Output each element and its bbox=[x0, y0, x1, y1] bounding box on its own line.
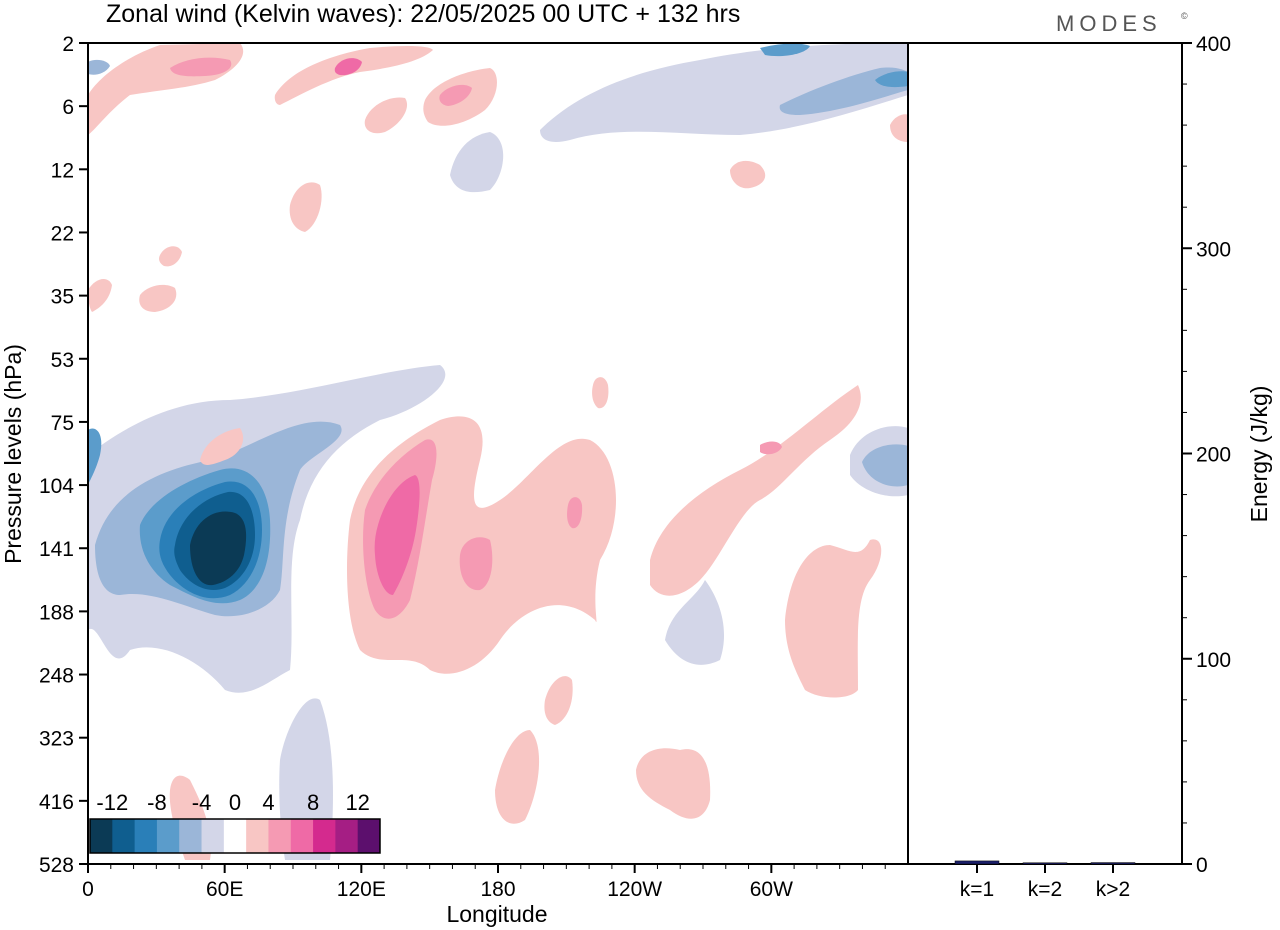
contour-neg-west-edge bbox=[88, 428, 102, 485]
y-tick-label: 528 bbox=[39, 854, 74, 877]
contour-pos-east-dot bbox=[760, 441, 782, 455]
category-label: k=1 bbox=[960, 878, 994, 901]
contour-neg-top-inner bbox=[760, 43, 810, 57]
contour-pos-mid-dot bbox=[567, 497, 583, 529]
colorbar-swatch bbox=[179, 819, 203, 853]
colorbar-tick-label: -8 bbox=[147, 790, 167, 815]
contour-pos-upper-small bbox=[364, 97, 408, 134]
colorbar-tick-label: 4 bbox=[262, 790, 274, 815]
category-label: k>2 bbox=[1096, 878, 1130, 901]
energy-axis-label: Energy (J/kg) bbox=[1246, 386, 1272, 523]
colorbar-tick-label: -4 bbox=[192, 790, 212, 815]
y-tick-label: 22 bbox=[51, 222, 74, 245]
energy-bars: k=1 k=2 k>2 bbox=[954, 860, 1136, 901]
contour-pos-main-core bbox=[374, 475, 420, 595]
colorbar-tick-label: -12 bbox=[96, 790, 128, 815]
contour-pos-east-band bbox=[650, 385, 861, 596]
contour-pos-east-edge bbox=[890, 114, 908, 142]
colorbar-tick-label: 8 bbox=[307, 790, 319, 815]
energy-tick-label: 400 bbox=[1196, 33, 1231, 56]
contour-pos-top-outer bbox=[88, 43, 244, 135]
y-tick-label: 35 bbox=[51, 286, 74, 309]
colorbar: -12 -8 -4 0 4 8 12 bbox=[89, 790, 381, 854]
x-tick-label: 120E bbox=[337, 878, 386, 901]
y-tick-label: 188 bbox=[39, 601, 74, 624]
y-tick-label: 104 bbox=[39, 475, 74, 498]
contour-neg-midwest bbox=[665, 580, 725, 665]
colorbar-swatch bbox=[246, 819, 269, 853]
brand-mark: © bbox=[1181, 11, 1188, 21]
category-label: k=2 bbox=[1028, 878, 1062, 901]
colorbar-swatch bbox=[134, 819, 158, 853]
colorbar-frame bbox=[89, 818, 381, 854]
x-axis-label: Longitude bbox=[446, 901, 547, 927]
x-tick-label: 0 bbox=[82, 878, 94, 901]
colorbar-swatch bbox=[156, 819, 180, 853]
energy-plot-frame bbox=[907, 42, 1183, 865]
y-axis: 2 6 12 22 35 53 75 104 141 188 248 323 416 528 bbox=[39, 33, 88, 877]
x-tick-label: 60W bbox=[750, 878, 793, 901]
energy-tick-label: 300 bbox=[1196, 238, 1231, 261]
colorbar-swatch bbox=[357, 819, 381, 853]
colorbar-swatch bbox=[313, 819, 336, 853]
energy-axis: 0 100 200 300 400 bbox=[1182, 33, 1231, 877]
contour-pos-top-mid bbox=[274, 45, 433, 105]
contour-pos-top-mid-core bbox=[334, 58, 362, 76]
x-tick-label: 120W bbox=[607, 878, 662, 901]
x-axis: 0 60E 120E 180 120W 60W bbox=[82, 864, 886, 901]
contour-pos-left-a bbox=[88, 278, 112, 312]
y-tick-label: 416 bbox=[39, 791, 74, 814]
colorbar-swatch bbox=[90, 819, 113, 853]
y-tick-label: 53 bbox=[51, 349, 74, 372]
y-tick-label: 6 bbox=[62, 96, 74, 119]
contour-neg-top-west bbox=[88, 59, 110, 75]
energy-tick-label: 100 bbox=[1196, 649, 1231, 672]
contour-pos-lower-a bbox=[495, 730, 540, 824]
chart-title: Zonal wind (Kelvin waves): 22/05/2025 00… bbox=[106, 0, 740, 28]
y-tick-label: 75 bbox=[51, 412, 74, 435]
contour-pos-mid-left bbox=[289, 182, 322, 232]
contour-pos-upper-blob-core bbox=[439, 84, 472, 106]
x-tick-label: 60E bbox=[206, 878, 243, 901]
y-tick-label: 248 bbox=[39, 665, 74, 688]
energy-bar bbox=[1090, 862, 1136, 865]
colorbar-tick-label: 12 bbox=[345, 790, 369, 815]
energy-bar bbox=[954, 860, 1000, 865]
energy-bar bbox=[1022, 862, 1068, 865]
contour-pos-mid-blob bbox=[459, 537, 493, 591]
energy-tick-label: 200 bbox=[1196, 444, 1231, 467]
y-tick-label: 12 bbox=[51, 159, 74, 182]
contour-neg-top-outer bbox=[540, 43, 908, 142]
colorbar-swatch bbox=[112, 819, 136, 853]
contour-neg-east-inner bbox=[862, 444, 908, 487]
colorbar-swatch bbox=[223, 819, 247, 853]
contour-neg-core bbox=[190, 511, 247, 586]
x-tick-label: 180 bbox=[480, 878, 515, 901]
colorbar-swatch bbox=[335, 819, 359, 853]
colorbar-swatch bbox=[201, 819, 225, 853]
brand-logo: MODES bbox=[1056, 11, 1162, 36]
y-tick-label: 141 bbox=[39, 538, 74, 561]
wind-contour-field bbox=[88, 43, 908, 860]
energy-tick-label: 0 bbox=[1196, 854, 1208, 877]
colorbar-tick-label: 0 bbox=[229, 790, 241, 815]
y-tick-label: 2 bbox=[62, 33, 74, 56]
contour-pos-west-low bbox=[200, 428, 244, 465]
contour-pos-upper-right bbox=[730, 160, 766, 189]
colorbar-swatch bbox=[290, 819, 314, 853]
y-axis-label: Pressure levels (hPa) bbox=[0, 344, 26, 564]
contour-pos-top-core bbox=[170, 57, 232, 77]
y-tick-label: 323 bbox=[39, 728, 74, 751]
contour-pos-dot-a bbox=[592, 377, 609, 409]
contour-pos-left-b bbox=[139, 284, 177, 312]
contour-pos-left-c bbox=[159, 246, 182, 267]
contour-pos-lower-c bbox=[544, 676, 573, 725]
contour-pos-east-lower bbox=[785, 539, 882, 698]
contour-neg-top-east-core bbox=[875, 71, 908, 88]
contour-pos-lower-b bbox=[636, 748, 711, 819]
colorbar-swatch bbox=[268, 819, 292, 853]
contour-neg-upper-a bbox=[450, 132, 504, 193]
